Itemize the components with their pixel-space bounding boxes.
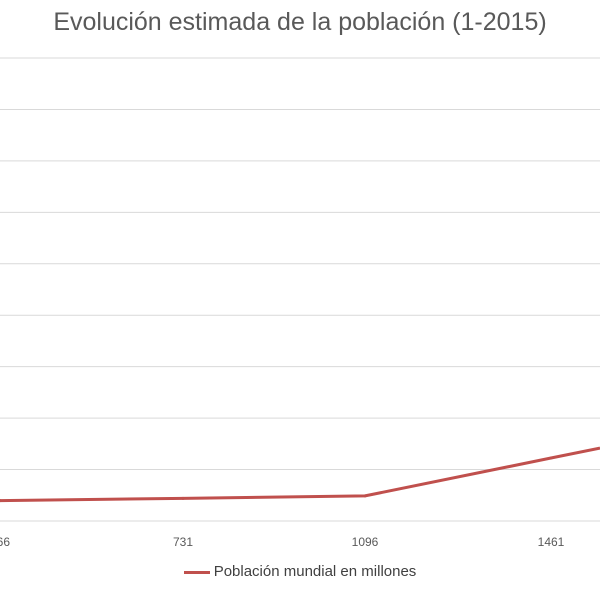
data-point [0, 499, 2, 503]
x-axis: 366 731 1096 1461 [0, 535, 565, 549]
gridlines [0, 57, 600, 522]
series-layer [0, 446, 600, 503]
series-line [0, 456, 552, 503]
legend-label: Población mundial en millones [213, 563, 417, 580]
chart-title: Evolución estimada de la población (1-20… [53, 8, 547, 36]
legend-swatch [183, 570, 210, 574]
data-point [181, 496, 185, 500]
x-tick-label: 1096 [352, 535, 379, 549]
data-point [549, 456, 553, 460]
x-tick-label: 366 [0, 535, 10, 549]
x-tick-label: 1461 [538, 535, 565, 549]
legend: Población mundial en millones [0, 563, 600, 580]
x-tick-label: 731 [173, 535, 193, 549]
series-line-continuation [550, 446, 600, 460]
data-point [363, 494, 367, 498]
chart-plot: 366 731 1096 1461 [0, 57, 600, 549]
